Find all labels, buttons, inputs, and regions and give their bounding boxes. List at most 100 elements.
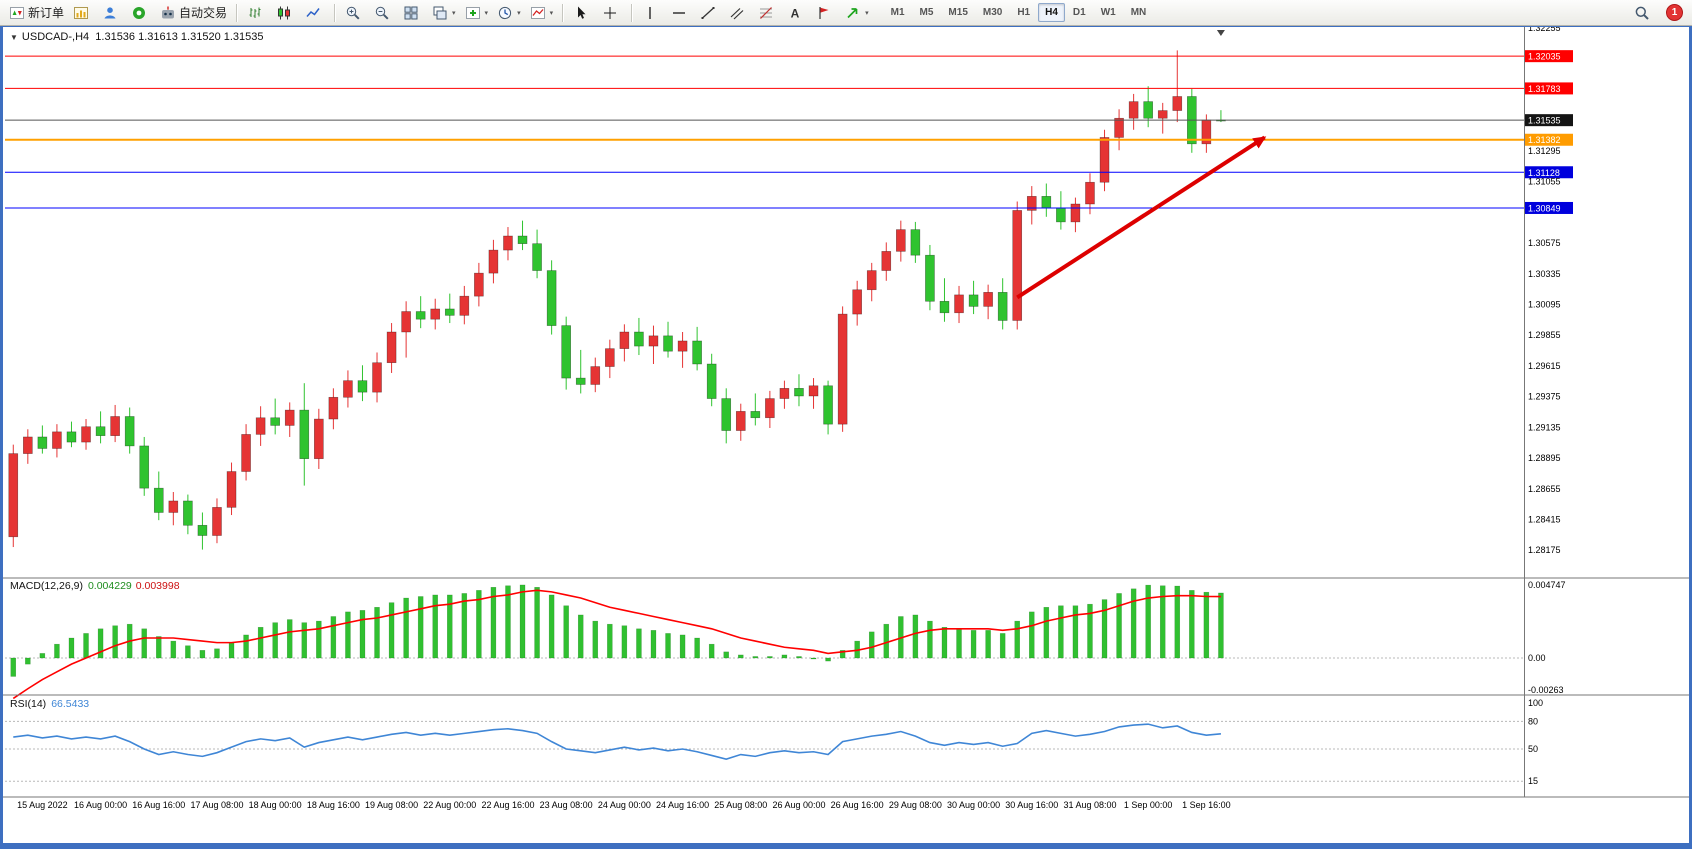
vertical-line-tool-button[interactable]: [638, 1, 666, 25]
tile-windows-icon: [404, 6, 418, 19]
price-axis-label: 1.31295: [1528, 146, 1561, 156]
profile-icon: [104, 6, 116, 18]
channel-tool-button[interactable]: [725, 1, 753, 25]
line-chart-type-button[interactable]: [301, 1, 329, 25]
new-order-button[interactable]: 新订单: [5, 1, 68, 25]
timeframe-button-m30[interactable]: M30: [982, 7, 1003, 18]
auto-trading-button[interactable]: 自动交易: [156, 1, 231, 25]
price-axis-label: 1.28895: [1528, 453, 1561, 463]
price-badge: [1525, 50, 1573, 63]
macd-indicator-label: MACD(12,26,9) 0.004229 0.003998: [10, 580, 180, 592]
crosshair-button[interactable]: [598, 1, 626, 25]
dropdown-caret: ▾: [484, 9, 489, 17]
candlestick-type-button[interactable]: [272, 1, 300, 25]
horizontal-line-tool-button[interactable]: [667, 1, 695, 25]
price-axis-label: 1.30095: [1528, 299, 1561, 309]
templates-button[interactable]: ▾: [526, 1, 558, 25]
timeframe-button-m5[interactable]: M5: [919, 7, 934, 18]
horizontal-line-icon: [673, 11, 686, 14]
rsi-panel[interactable]: 100 80 50 15: [5, 698, 1543, 786]
price-axis-label: 1.29615: [1528, 361, 1561, 371]
price-badge-label: 1.31382: [1528, 135, 1561, 145]
time-axis-label: 25 Aug 08:00: [714, 800, 767, 810]
label-tool-button[interactable]: [812, 1, 840, 25]
price-axis-label: 1.28655: [1528, 484, 1561, 494]
periods-button[interactable]: ▾: [493, 1, 525, 25]
timeframe-button-m1[interactable]: M1: [890, 7, 905, 18]
price-badge-label: 1.31783: [1528, 84, 1561, 94]
rsi-axis-label: 80: [1528, 716, 1538, 726]
bar-shift-marker-icon[interactable]: [1216, 30, 1225, 36]
notification-badge[interactable]: 1: [1666, 4, 1683, 21]
chart-window[interactable]: 1.32035 1.31783 1.31535 1.31382 1.31128 1.308…: [3, 27, 1689, 843]
channel-icon: [730, 7, 744, 19]
time-axis[interactable]: 15 Aug 2022 16 Aug 00:00 16 Aug 16:00 17 Au…: [17, 800, 1231, 810]
toolbar-separator: [631, 3, 634, 22]
chart-canvas[interactable]: 1.32035 1.31783 1.31535 1.31382 1.31128 1.308…: [3, 27, 1689, 843]
community-button[interactable]: [127, 1, 155, 25]
timeframe-button-h1[interactable]: H1: [1017, 7, 1031, 18]
timeframe-button-d1[interactable]: D1: [1072, 7, 1086, 18]
price-axis-label: 1.32255: [1528, 27, 1561, 33]
rsi-axis-label: 100: [1528, 698, 1543, 708]
crosshair-icon: [604, 6, 617, 19]
tile-windows-button[interactable]: [399, 1, 427, 25]
line-chart-icon: [306, 7, 320, 17]
indicators-button[interactable]: ▾: [461, 1, 493, 25]
macd-axis-label: 0.004747: [1528, 580, 1566, 590]
search-icon: [1635, 6, 1649, 20]
trendline-tool-button[interactable]: [696, 1, 724, 25]
zoom-in-icon: [346, 6, 360, 20]
cascade-windows-button[interactable]: ▾: [428, 1, 460, 25]
price-axis-label: 1.30335: [1528, 269, 1561, 279]
price-badge: [1525, 114, 1573, 127]
dropdown-caret: ▾: [549, 9, 554, 17]
text-tool-button[interactable]: A: [783, 1, 811, 25]
price-axis-label: 1.28175: [1528, 545, 1561, 555]
time-axis-label: 29 Aug 08:00: [889, 800, 942, 810]
zoom-in-button[interactable]: [341, 1, 369, 25]
time-axis-label: 18 Aug 00:00: [249, 800, 302, 810]
zoom-out-button[interactable]: [370, 1, 398, 25]
chart-window-button[interactable]: [69, 1, 97, 25]
price-axis[interactable]: 1.32255 1.31295 1.31055 1.30575 1.30335 1.300…: [1528, 27, 1561, 555]
timeframe-button-w1[interactable]: W1: [1100, 7, 1116, 18]
cursor-button[interactable]: [569, 1, 597, 25]
macd-panel[interactable]: 0.004747 0.00 -0.00263: [5, 580, 1566, 700]
chart-window-icon: [74, 6, 89, 19]
profile-button[interactable]: [98, 1, 126, 25]
macd-signal-value: 0.003998: [135, 580, 180, 592]
horizontal-lines-layer[interactable]: 1.32035 1.31783 1.31535 1.31382 1.31128 1.308…: [5, 50, 1573, 214]
macd-axis-label: 0.00: [1528, 653, 1546, 663]
search-button[interactable]: [1630, 1, 1658, 25]
dropdown-caret: ▾: [865, 9, 869, 17]
add-indicator-icon: [465, 6, 480, 19]
time-axis-label: 1 Sep 00:00: [1124, 800, 1173, 810]
time-axis-label: 22 Aug 16:00: [481, 800, 534, 810]
fibonacci-tool-button[interactable]: [754, 1, 782, 25]
arrows-tool-button[interactable]: ▾: [841, 1, 873, 25]
time-axis-label: 30 Aug 00:00: [947, 800, 1000, 810]
price-badge: [1525, 82, 1573, 95]
vertical-line-icon: [649, 6, 651, 19]
time-axis-label: 16 Aug 16:00: [132, 800, 185, 810]
ohlc-bars-icon: [249, 7, 261, 18]
price-badge: [1525, 166, 1573, 179]
rsi-value: 66.5433: [51, 698, 90, 710]
time-axis-label: 26 Aug 00:00: [772, 800, 825, 810]
collapse-arrow-icon[interactable]: ▼: [10, 33, 18, 42]
timeframe-button-m15[interactable]: M15: [948, 7, 968, 18]
auto-trading-label: 自动交易: [179, 6, 228, 20]
time-axis-label: 30 Aug 16:00: [1005, 800, 1058, 810]
timeframe-button-h4[interactable]: H4: [1038, 3, 1065, 22]
chart-title: ▼ USDCAD-,H4 1.31536 1.31613 1.31520 1.31…: [10, 31, 264, 43]
bar-chart-type-button[interactable]: [243, 1, 271, 25]
chart-symbol-period: USDCAD-,H4: [21, 31, 90, 43]
timeframe-button-mn[interactable]: MN: [1130, 7, 1147, 18]
price-axis-label: 1.29855: [1528, 330, 1561, 340]
price-badge-label: 1.30849: [1528, 203, 1561, 213]
clock-icon: [498, 6, 512, 19]
dropdown-caret: ▾: [452, 9, 456, 17]
rsi-name: RSI(14): [10, 698, 47, 710]
trend-arrow[interactable]: [1016, 135, 1267, 300]
